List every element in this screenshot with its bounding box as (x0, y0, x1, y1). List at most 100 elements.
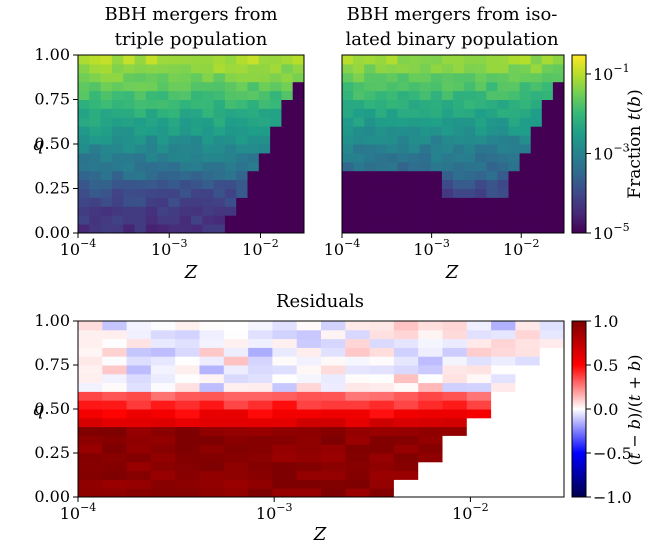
triple-cell (191, 188, 203, 198)
triple-cell (224, 135, 237, 145)
triple-cell (213, 179, 226, 189)
isolated-cell (386, 170, 398, 181)
residuals-cell (393, 321, 419, 331)
triple-cell (270, 135, 282, 145)
residuals-cell (150, 453, 176, 463)
triple-y-tick-label: 0.50 (34, 134, 70, 153)
residuals-cell (515, 470, 541, 480)
isolated-cell (464, 55, 476, 65)
isolated-cell (497, 161, 509, 172)
triple-cell (123, 206, 135, 216)
residuals-cell (126, 479, 152, 489)
isolated-cell (375, 179, 387, 189)
isolated-cell (530, 126, 543, 136)
residuals-cell (515, 426, 541, 436)
residuals-colorbar-tick-label: −0.5 (593, 444, 632, 463)
residuals-cell (345, 417, 371, 428)
isolated-cell (419, 108, 432, 118)
residuals-cell (491, 365, 516, 375)
residuals-cell (466, 488, 492, 498)
triple-cell (89, 72, 102, 83)
residuals-cell (515, 347, 541, 357)
isolated-cell (519, 224, 532, 234)
isolated-cell (441, 90, 454, 100)
residuals-cell (418, 373, 443, 384)
residuals-cell (102, 365, 128, 375)
residuals-cell (199, 435, 225, 445)
triple-cell (111, 188, 124, 198)
isolated-cell (419, 179, 432, 189)
triple-cell (191, 117, 203, 127)
residuals-cell (272, 435, 298, 445)
triple-cell (258, 72, 271, 83)
residuals-cell (248, 356, 273, 366)
residuals-cell (442, 479, 468, 489)
isolated-cell (530, 63, 543, 74)
isolated-cell (353, 63, 365, 74)
triple-cell (270, 108, 282, 118)
residuals-cell (248, 409, 273, 419)
isolated-cell (552, 72, 565, 83)
isolated-cell (541, 215, 554, 225)
triple-cell (123, 188, 135, 198)
residuals-cell (78, 435, 103, 445)
triple-cell (270, 72, 282, 83)
isolated-cell (464, 99, 476, 109)
triple-cell (292, 90, 305, 100)
residuals-cell (296, 409, 322, 419)
isolated-cell (541, 90, 554, 100)
residuals-cell (442, 329, 468, 340)
isolated-cell (408, 72, 421, 83)
isolated-cell (508, 188, 521, 198)
residuals-cell (272, 321, 298, 331)
isolated-cell (353, 224, 365, 234)
residuals-cell (248, 444, 273, 454)
isolated-cell (497, 63, 509, 74)
triple-cell (213, 108, 226, 118)
triple-cell (281, 197, 294, 207)
triple-cell (157, 108, 169, 118)
residuals-cell (78, 356, 103, 366)
triple-cell (247, 144, 260, 154)
isolated-cell (364, 188, 376, 198)
residuals-cell (199, 409, 225, 419)
residuals-cell (223, 321, 249, 331)
isolated-cell (530, 117, 543, 127)
residuals-cell (466, 382, 492, 392)
residuals-cell (539, 391, 565, 401)
residuals-cell (296, 461, 322, 472)
isolated-cell (364, 81, 376, 92)
triple-cell (89, 99, 102, 109)
triple-cell (202, 108, 215, 118)
isolated-cell (541, 108, 554, 118)
isolated-cell (475, 63, 487, 74)
isolated-cell (386, 126, 398, 136)
residuals-cell (321, 435, 346, 445)
triple-cell (281, 179, 294, 189)
triple-cell (247, 55, 260, 65)
triple-cell (179, 117, 192, 127)
residuals-cell (296, 373, 322, 384)
residuals-cell (491, 400, 516, 410)
triple-cell (179, 55, 192, 65)
isolated-cell (441, 215, 454, 225)
isolated-cell (408, 90, 421, 100)
isolated-cell (497, 81, 509, 92)
residuals-cell (369, 338, 395, 348)
isolated-cell (508, 144, 521, 154)
triple-cell (236, 90, 248, 100)
isolated-cell (397, 161, 410, 172)
triple-cell (134, 55, 147, 65)
isolated-cell (342, 179, 354, 189)
isolated-cell (519, 170, 532, 181)
residuals-cell (223, 400, 249, 410)
residuals-cell (102, 347, 128, 357)
triple-cell (123, 63, 135, 74)
isolated-cell (453, 63, 465, 74)
isolated-cell (386, 135, 398, 145)
triple-cell (179, 90, 192, 100)
isolated-cell (519, 161, 532, 172)
residuals-cell (515, 409, 541, 419)
triple-cell (123, 81, 135, 92)
residuals-cell (345, 356, 371, 366)
